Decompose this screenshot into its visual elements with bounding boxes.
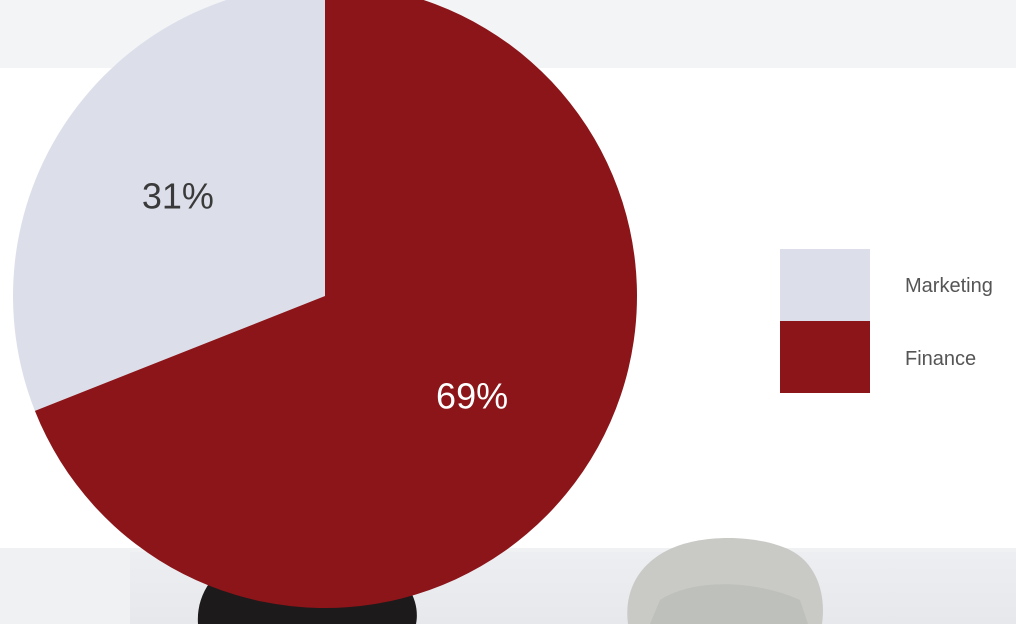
legend-label-finance: Finance [905,348,976,370]
person-grey-hair-icon [627,538,823,624]
chart-legend: Marketing Finance [780,249,993,393]
legend-label-marketing: Marketing [905,275,993,297]
pie-slice-label-finance: 69% [436,375,508,416]
pie-slice-label-marketing: 31% [142,176,214,217]
legend-swatch-marketing [780,249,870,321]
pie-slice-finance [34,0,637,608]
legend-swatch-finance [780,321,870,393]
pie-slice-labels: 31% 69% [142,176,508,417]
pie-slices [13,0,637,608]
pie-slice-marketing [13,0,325,411]
